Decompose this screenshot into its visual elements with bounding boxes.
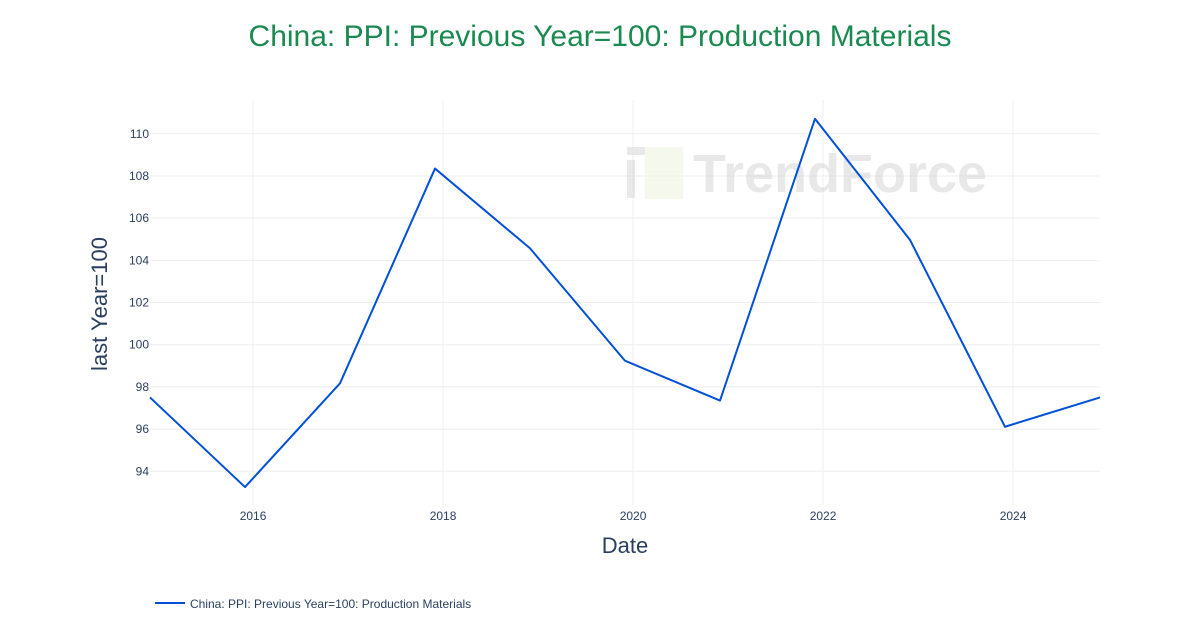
legend[interactable]: China: PPI: Previous Year=100: Productio… [155,597,471,611]
y-tick-labels: 94 96 98 100 102 104 106 108 110 [129,127,149,479]
x-tick-label: 2020 [620,509,647,523]
y-tick-label: 96 [136,422,150,436]
x-tick-label: 2016 [240,509,267,523]
legend-label: China: PPI: Previous Year=100: Productio… [190,597,471,611]
watermark-logo: TrendForce [627,144,987,204]
series [149,117,1101,489]
series-line [149,117,1101,489]
x-tick-label: 2018 [430,509,457,523]
y-tick-label: 102 [129,296,149,310]
y-tick-label: 110 [130,127,149,141]
y-tick-label: 100 [129,338,149,352]
y-tick-label: 104 [129,253,149,267]
y-tick-label: 98 [136,380,150,394]
x-axis-title: Date [602,533,648,558]
svg-text:TrendForce: TrendForce [693,144,987,204]
grid [150,100,1100,505]
y-tick-label: 94 [136,464,150,478]
y-tick-label: 108 [129,169,149,183]
x-tick-label: 2024 [1000,509,1027,523]
chart-title: China: PPI: Previous Year=100: Productio… [248,20,952,53]
x-tick-labels: 2016 2018 2020 2022 2024 [240,509,1027,523]
y-tick-label: 106 [129,211,149,225]
x-tick-label: 2022 [810,509,837,523]
y-axis-title: last Year=100 [87,237,112,371]
